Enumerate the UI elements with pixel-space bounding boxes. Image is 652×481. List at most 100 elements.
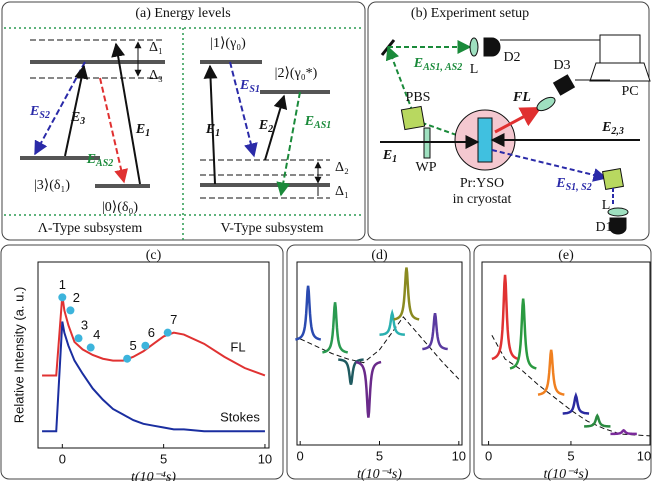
- x-tick-label: 5: [376, 448, 383, 463]
- series-label: Stokes: [220, 409, 260, 424]
- field-label-main: E: [70, 110, 80, 125]
- field-label: E1: [205, 122, 220, 139]
- panel-title: (c): [146, 248, 162, 263]
- device-label: PBS: [406, 90, 431, 105]
- field-label-main: E: [555, 176, 565, 191]
- field-label: E1: [135, 122, 150, 139]
- field-label-main: E: [29, 104, 39, 119]
- caption: Λ-Type subsystem: [38, 221, 143, 236]
- field-label-main: E: [601, 120, 611, 135]
- field-label-main: E: [239, 78, 249, 93]
- device-label: WP: [416, 160, 437, 175]
- field-label-sub: 3: [79, 116, 85, 127]
- field-label-sub: AS1, AS2: [422, 62, 462, 73]
- peak: [537, 349, 565, 396]
- point-label: 6: [148, 325, 155, 340]
- panel-b-frame: [367, 1, 650, 241]
- x-tick-label: 5: [567, 448, 574, 463]
- panel-d-frame: [286, 244, 471, 480]
- x-axis-label: t(10⁻⁴s): [544, 467, 589, 481]
- point-label: 2: [73, 290, 80, 305]
- caption: V-Type subsystem: [220, 221, 323, 236]
- field-label-sub: 2,3: [610, 126, 624, 137]
- energy-diagram: [4, 27, 363, 240]
- envelope: [491, 334, 651, 437]
- plot-frame: [37, 261, 270, 449]
- field-label-sub: S2: [39, 110, 50, 121]
- field-label-sub: AS2: [95, 158, 113, 169]
- peak: [584, 413, 611, 428]
- field-label-main: E: [258, 118, 268, 133]
- field-label: EAS2: [86, 152, 114, 169]
- delta-label: Δ₁: [335, 184, 349, 199]
- point-label: 4: [93, 327, 100, 342]
- setup-diagram: [380, 34, 651, 235]
- marker-point: [141, 341, 150, 350]
- field-label-main: E: [135, 122, 145, 137]
- field-label-main: E: [382, 148, 392, 163]
- level-label: |1⟩(γ₀): [210, 36, 246, 51]
- series-line: [42, 321, 265, 433]
- point-label: 7: [170, 312, 177, 327]
- field-label-sub: 1: [215, 128, 220, 139]
- x-tick-label: 5: [160, 451, 167, 466]
- marker-point: [123, 354, 132, 363]
- marker-point: [86, 343, 95, 352]
- sample-label: in cryostat: [453, 192, 512, 207]
- field-label-main: E: [304, 114, 314, 129]
- field-label-sub: S1: [249, 84, 260, 95]
- peak: [562, 391, 590, 415]
- panel-title: (e): [558, 248, 574, 263]
- y-axis-label: Relative Intensity (a. u.): [11, 287, 26, 424]
- field-label-main: E: [86, 152, 96, 167]
- field-label-sub: 2: [267, 124, 273, 135]
- x-tick-label: 0: [297, 448, 304, 463]
- panel-title: (a) Energy levels: [135, 6, 230, 21]
- field-label: E2,3: [601, 120, 624, 137]
- field-label: E2: [258, 118, 273, 135]
- peak: [379, 308, 405, 336]
- field-label: ES1, S2: [555, 176, 591, 193]
- plot-frame: [481, 261, 651, 446]
- marker-point: [74, 334, 83, 343]
- panel-c-frame: [0, 244, 284, 480]
- field-label-main: E: [413, 56, 423, 71]
- sample-label: Pr:YSO: [460, 176, 504, 191]
- level-label: |2⟩(γ₀*): [275, 66, 318, 81]
- peak: [355, 360, 382, 418]
- level-label: |0⟩(δ₀): [102, 200, 138, 215]
- device-label: D3: [553, 58, 570, 73]
- fl-label: FL: [512, 90, 531, 105]
- peak: [422, 313, 448, 351]
- device-label: L: [602, 198, 611, 213]
- field-label: EAS1: [304, 114, 332, 131]
- series-label: FL: [230, 339, 245, 354]
- panel-title: (d): [371, 248, 388, 263]
- field-label: ES1: [239, 78, 260, 95]
- series-line: [42, 295, 266, 377]
- peak: [295, 285, 322, 341]
- device-label: PC: [621, 84, 638, 99]
- field-label: E1: [382, 148, 397, 165]
- point-label: 3: [81, 318, 88, 333]
- device-label: D1: [595, 220, 612, 235]
- field-label: EAS1, AS2: [413, 56, 462, 73]
- delta-label: Δ₃: [149, 68, 163, 83]
- x-tick-label: 10: [452, 448, 466, 463]
- envelope: [299, 316, 460, 380]
- x-tick-label: 10: [258, 451, 272, 466]
- x-tick-label: 10: [637, 448, 651, 463]
- peak: [509, 298, 537, 370]
- peak: [491, 274, 519, 361]
- x-axis-label: t(10⁻⁴s): [131, 470, 176, 481]
- panel-title: (b) Experiment setup: [411, 6, 529, 21]
- delta-label: Δ₁: [149, 40, 163, 55]
- device-label: D2: [503, 50, 520, 65]
- field-label-main: E: [205, 122, 215, 137]
- marker-point: [66, 306, 75, 315]
- peak: [322, 302, 348, 354]
- field-label-sub: 1: [145, 128, 150, 139]
- field-label: E3: [70, 110, 85, 127]
- plot-frame: [296, 261, 463, 446]
